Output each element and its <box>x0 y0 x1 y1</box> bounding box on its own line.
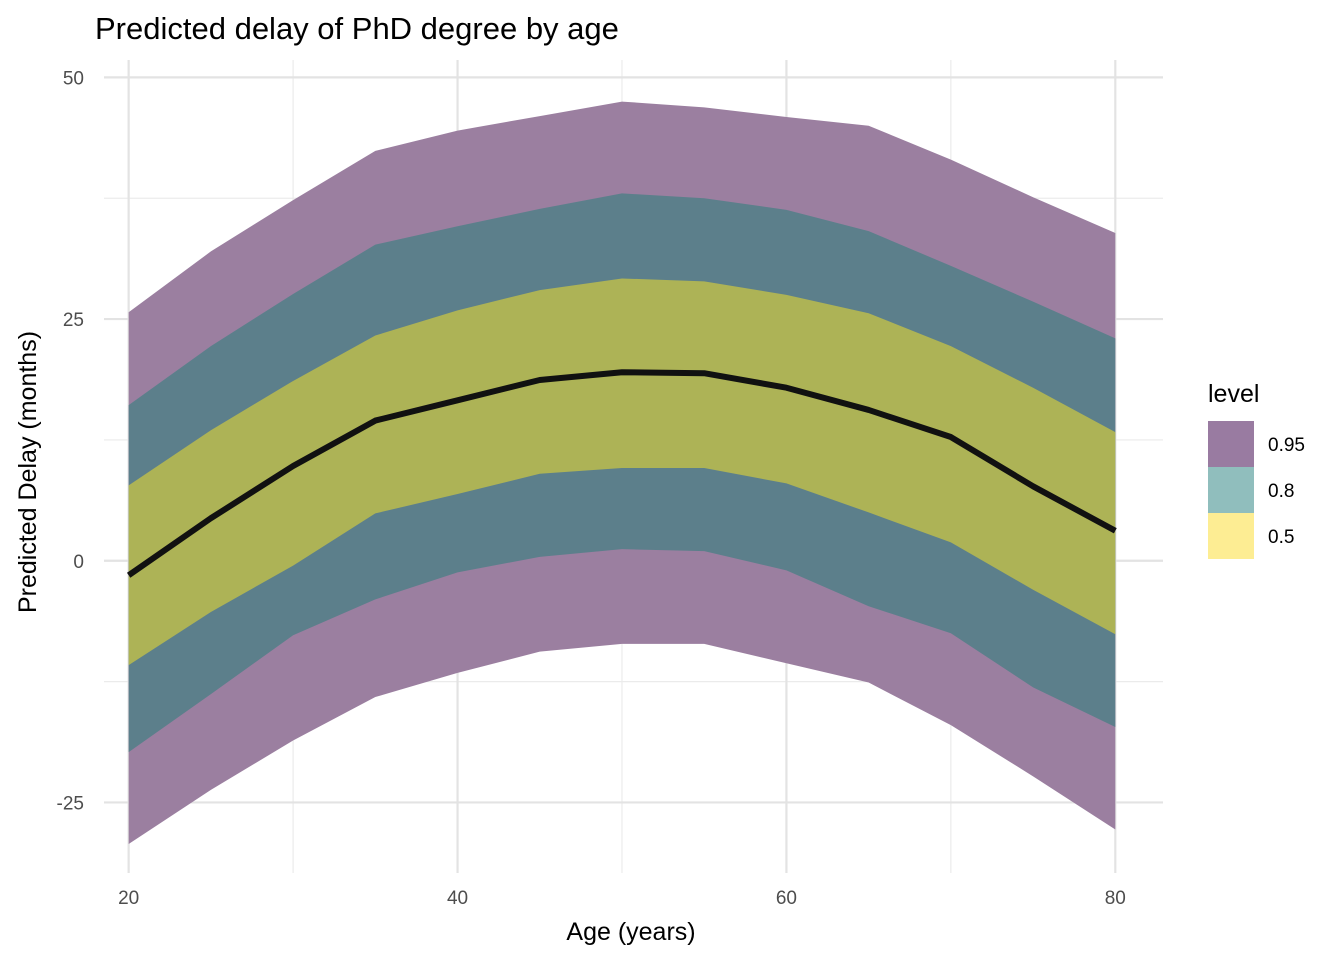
legend-swatch <box>1208 513 1254 559</box>
band-50 <box>128 278 1116 666</box>
legend-title: level <box>1208 380 1259 408</box>
legend-label: 0.8 <box>1268 481 1294 502</box>
x-tick-label: 40 <box>447 888 468 909</box>
x-axis-title: Age (years) <box>566 918 695 946</box>
x-tick-label: 60 <box>776 888 797 909</box>
x-tick-label: 20 <box>118 888 139 909</box>
y-tick-label: 25 <box>63 310 84 331</box>
legend: level 0.95 0.8 0.5 <box>1208 380 1305 559</box>
median-line-group <box>126 369 1117 578</box>
x-tick-label: 80 <box>1105 888 1126 909</box>
y-tick-label: 50 <box>63 68 84 89</box>
y-axis-title: Predicted Delay (months) <box>14 331 42 613</box>
median-line <box>126 369 1117 578</box>
y-axis-ticks: -25 0 25 50 <box>57 68 84 814</box>
y-tick-label: -25 <box>57 793 84 814</box>
chart-title: Predicted delay of PhD degree by age <box>95 11 619 46</box>
legend-label: 0.95 <box>1268 435 1305 456</box>
interval-bands <box>128 101 1116 844</box>
x-axis-ticks: 20 40 60 80 <box>118 888 1126 909</box>
legend-swatch <box>1208 467 1254 513</box>
legend-swatch <box>1208 421 1254 467</box>
legend-label: 0.5 <box>1268 527 1294 548</box>
y-tick-label: 0 <box>73 552 84 573</box>
